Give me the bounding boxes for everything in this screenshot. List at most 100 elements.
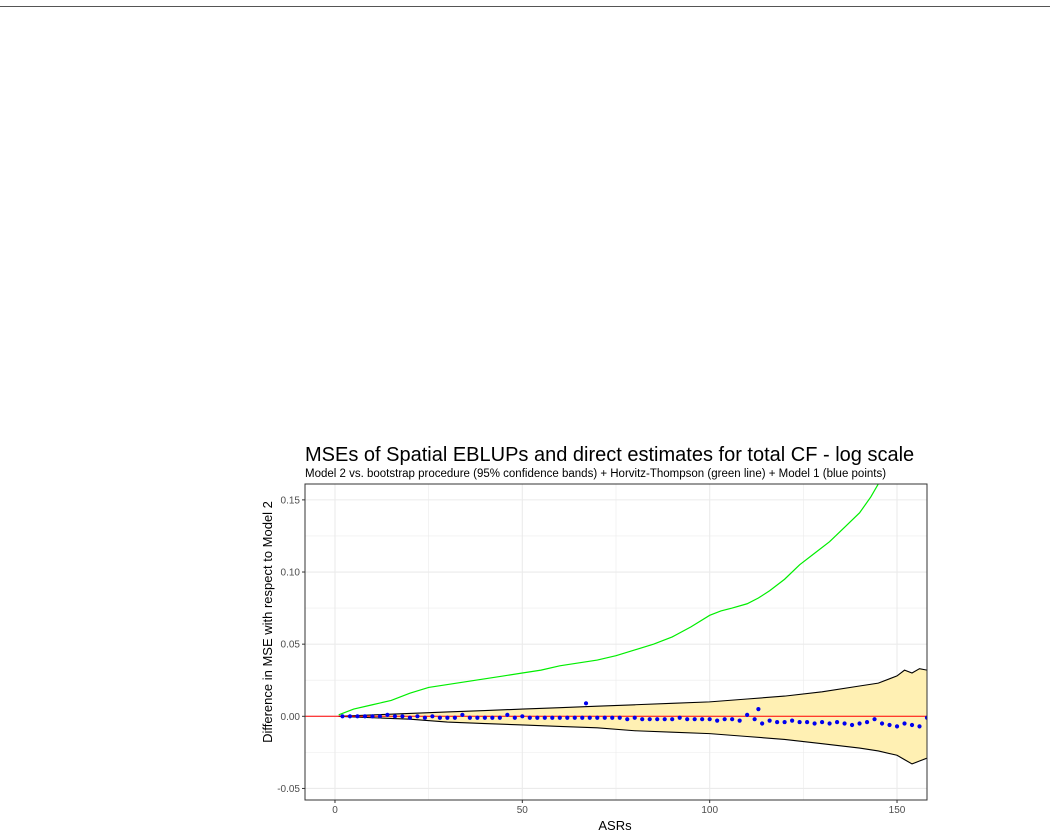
model1-point <box>583 701 589 706</box>
model1-point <box>827 721 832 726</box>
panel-border <box>304 483 928 801</box>
model1-point <box>535 715 540 720</box>
model1-point <box>812 721 817 726</box>
model1-points <box>340 701 927 729</box>
y-tick-label: 0.00 <box>281 712 301 723</box>
x-axis-title: ASRs <box>598 818 632 833</box>
model1-point <box>347 714 353 719</box>
model1-point <box>872 717 877 722</box>
model1-point <box>580 715 585 720</box>
horvitz-thompson-line <box>338 484 879 716</box>
model1-point <box>497 715 502 720</box>
model1-point <box>782 719 787 725</box>
model1-point <box>550 715 555 720</box>
model1-point <box>617 715 622 720</box>
model1-point <box>692 717 697 722</box>
model1-point <box>756 706 761 712</box>
model1-point <box>602 715 607 720</box>
model1-point <box>587 715 592 720</box>
model1-point <box>595 715 600 720</box>
model1-point <box>790 718 795 723</box>
model1-point <box>625 717 630 722</box>
model1-point <box>715 718 720 723</box>
model1-point <box>819 719 825 725</box>
model1-point <box>527 715 532 720</box>
model1-point <box>377 714 383 719</box>
model1-point <box>512 715 517 720</box>
model1-point <box>834 719 840 725</box>
model1-point <box>452 715 457 720</box>
model1-point <box>370 714 375 719</box>
model1-point <box>445 715 450 720</box>
model1-point <box>647 717 652 722</box>
model1-point <box>857 721 862 726</box>
model1-point <box>490 715 495 720</box>
x-tick-label: 100 <box>701 805 718 816</box>
model1-point <box>752 717 757 722</box>
y-tick-label: 0.05 <box>281 640 301 651</box>
model1-point <box>730 717 735 722</box>
model1-point <box>430 714 435 719</box>
model1-point <box>640 717 645 722</box>
model1-point <box>842 721 847 726</box>
model1-point <box>670 717 675 722</box>
model1-point <box>422 715 428 720</box>
model1-point <box>804 719 810 725</box>
model1-point <box>909 722 915 728</box>
model1-point <box>700 717 705 722</box>
model1-point <box>565 715 570 720</box>
model1-point <box>677 715 682 720</box>
model1-point <box>760 721 765 726</box>
model1-point <box>572 715 577 720</box>
model1-point <box>467 715 472 720</box>
model1-point <box>662 717 667 722</box>
model1-point <box>924 715 927 720</box>
model1-point <box>894 724 900 729</box>
model1-point <box>385 712 390 717</box>
model1-point <box>340 714 345 719</box>
model1-point <box>722 717 727 722</box>
model1-point <box>460 712 465 717</box>
model1-point <box>887 722 892 728</box>
chart-title: MSEs of Spatial EBLUPs and direct estima… <box>305 444 915 466</box>
y-tick-label: 0.15 <box>281 495 301 506</box>
model1-point <box>407 715 413 720</box>
model1-point <box>632 715 637 720</box>
model1-point <box>655 717 660 722</box>
model1-point <box>557 715 562 720</box>
model1-point <box>520 714 525 719</box>
band-upper-line <box>338 668 927 717</box>
model1-point <box>737 718 742 723</box>
model1-point <box>475 715 480 720</box>
model1-point <box>879 721 885 726</box>
model1-point <box>362 714 368 719</box>
x-tick-label: 150 <box>889 805 906 816</box>
model1-point <box>685 717 690 722</box>
y-axis-title: Difference in MSE with respect to Model … <box>260 501 275 743</box>
grid-lines <box>305 484 927 800</box>
model1-point <box>392 714 398 719</box>
y-tick-label: -0.05 <box>277 784 300 795</box>
x-tick-label: 0 <box>332 805 338 816</box>
top-border-rule <box>0 6 1050 7</box>
model1-point <box>542 715 547 720</box>
model1-point <box>437 715 442 720</box>
axes: 0 50 100 150 -0.05 0.00 0.05 0.10 0.15 <box>277 495 906 816</box>
model1-point <box>902 721 907 726</box>
x-tick-label: 50 <box>517 805 529 816</box>
model1-point <box>797 719 802 725</box>
model1-point <box>400 714 405 719</box>
model1-point <box>610 715 615 720</box>
band-lower-line <box>338 715 927 765</box>
model1-point <box>415 714 420 719</box>
model1-point <box>917 724 922 729</box>
model1-point <box>505 712 510 717</box>
model1-point <box>767 718 772 723</box>
model1-point <box>482 715 487 720</box>
model1-point <box>355 714 360 719</box>
model1-point <box>707 717 712 722</box>
y-tick-label: 0.10 <box>281 568 301 579</box>
model1-point <box>775 719 780 725</box>
chart-subtitle: Model 2 vs. bootstrap procedure (95% con… <box>305 468 887 480</box>
